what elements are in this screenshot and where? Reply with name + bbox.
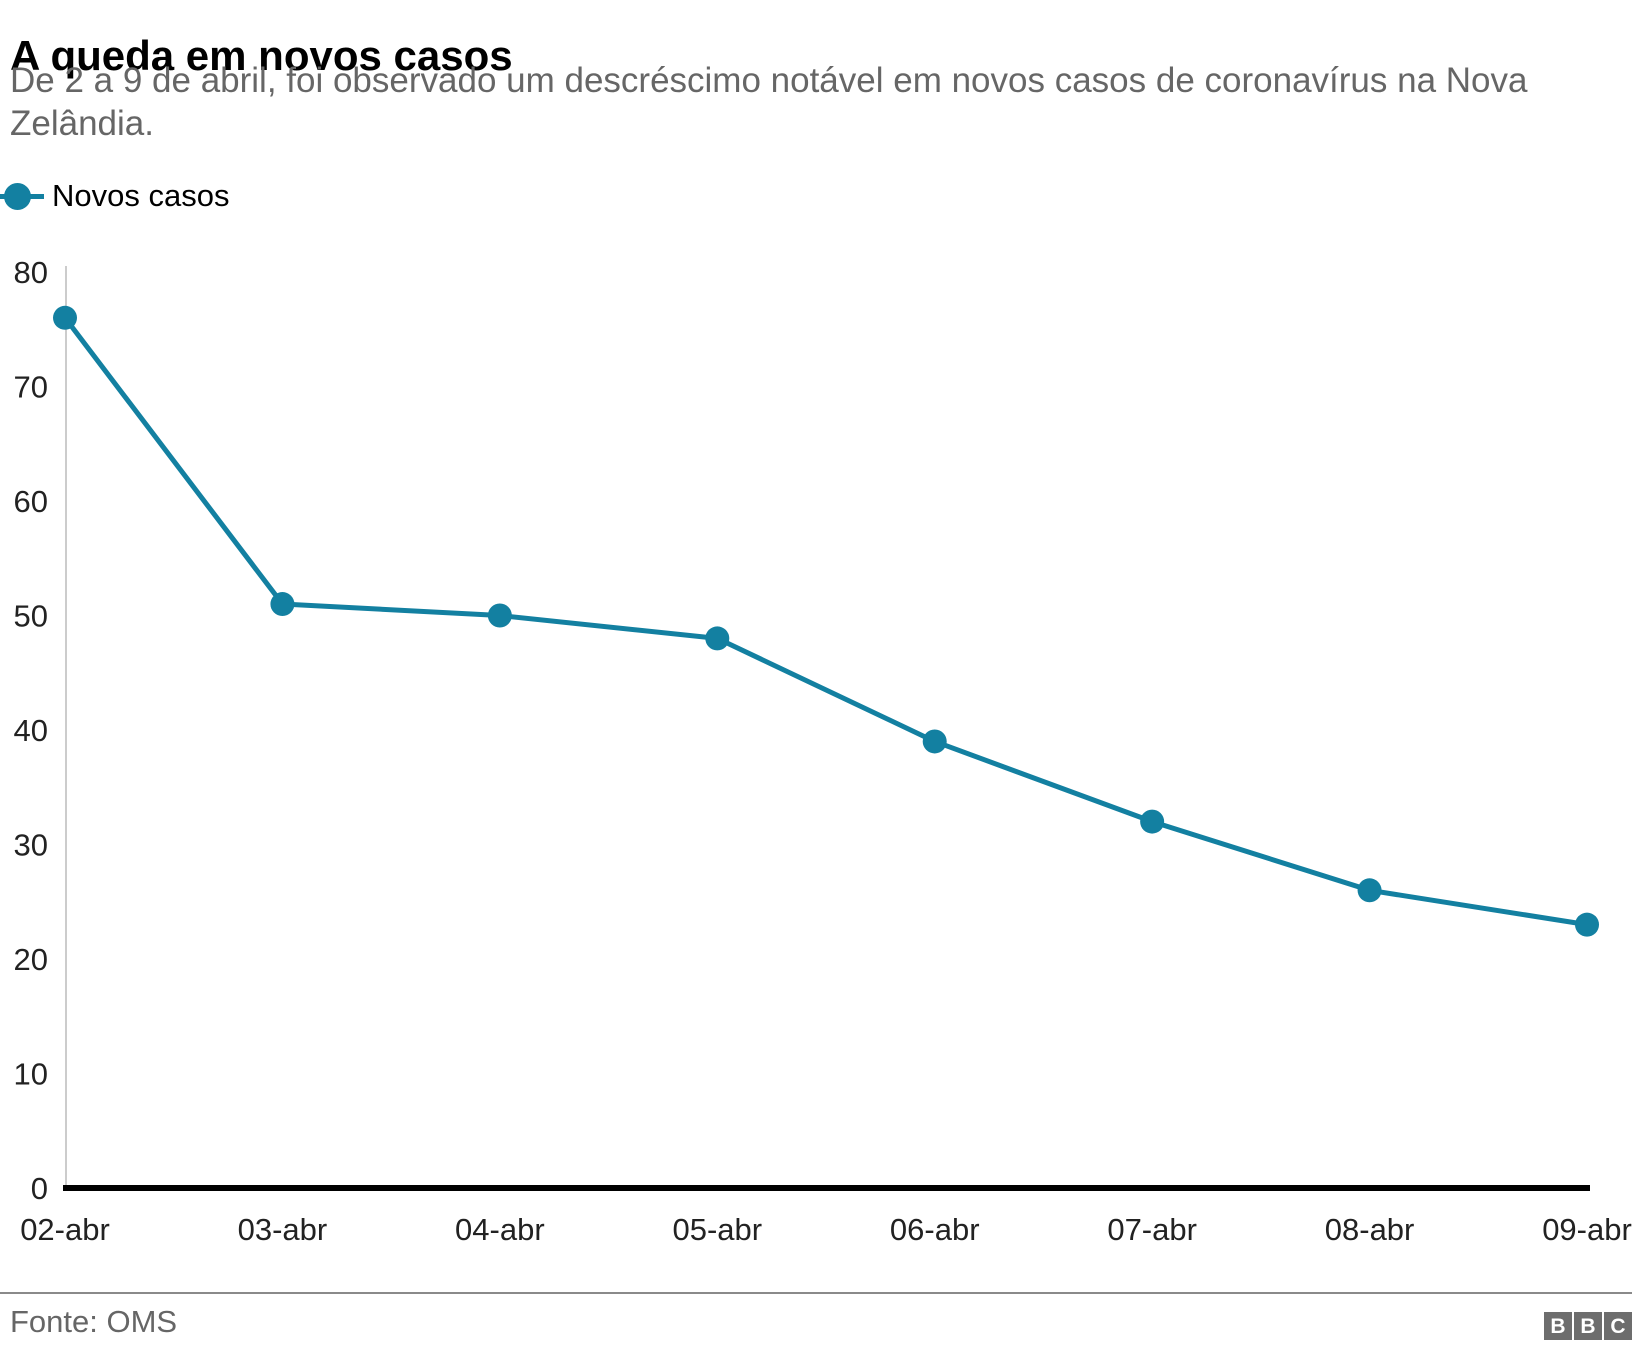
bbc-logo-block: B [1574, 1312, 1602, 1340]
data-point [1357, 878, 1382, 903]
footer-divider [0, 1292, 1632, 1294]
data-point [53, 305, 77, 330]
chart-subtitle: De 2 a 9 de abril, foi observado um desc… [10, 61, 1528, 143]
series-line [63, 316, 1588, 928]
x-tick-label: 05-abr [672, 1212, 762, 1247]
data-point [1575, 912, 1599, 937]
x-tick-label: 06-abr [890, 1212, 980, 1247]
x-tick-label: 04-abr [455, 1212, 545, 1247]
data-point [270, 592, 295, 617]
legend: Novos casos [0, 178, 229, 214]
chart-title: A queda em novos casos [10, 32, 513, 80]
y-tick-label: 70 [14, 370, 48, 405]
data-point [487, 603, 512, 628]
bbc-logo-block: C [1604, 1312, 1632, 1340]
bbc-logo-block: B [1544, 1312, 1572, 1340]
y-tick-label: 30 [14, 828, 48, 863]
data-point [922, 729, 947, 754]
y-tick-label: 50 [14, 599, 48, 634]
data-point [1140, 809, 1165, 834]
x-tick-label: 07-abr [1107, 1212, 1197, 1247]
data-point [705, 626, 730, 651]
x-tick-label: 08-abr [1325, 1212, 1415, 1247]
legend-marker-icon [0, 178, 44, 214]
y-tick-label: 60 [14, 484, 48, 519]
x-tick-label: 02-abr [20, 1212, 110, 1247]
y-tick-label: 40 [14, 713, 48, 748]
y-tick-label: 0 [31, 1171, 48, 1206]
legend-label: Novos casos [52, 178, 230, 213]
y-tick-label: 80 [14, 255, 48, 290]
y-tick-label: 10 [14, 1057, 48, 1092]
legend-dot-icon [4, 183, 31, 210]
line-chart: 0 10 20 30 40 50 60 70 80 02-abr 03-abr 04-abr 05-ab… [14, 255, 1632, 1247]
y-tick-label: 20 [14, 942, 48, 977]
x-tick-label: 03-abr [238, 1212, 328, 1247]
x-tick-label: 09-abr [1542, 1212, 1632, 1247]
source-label: Fonte: OMS [10, 1304, 178, 1339]
